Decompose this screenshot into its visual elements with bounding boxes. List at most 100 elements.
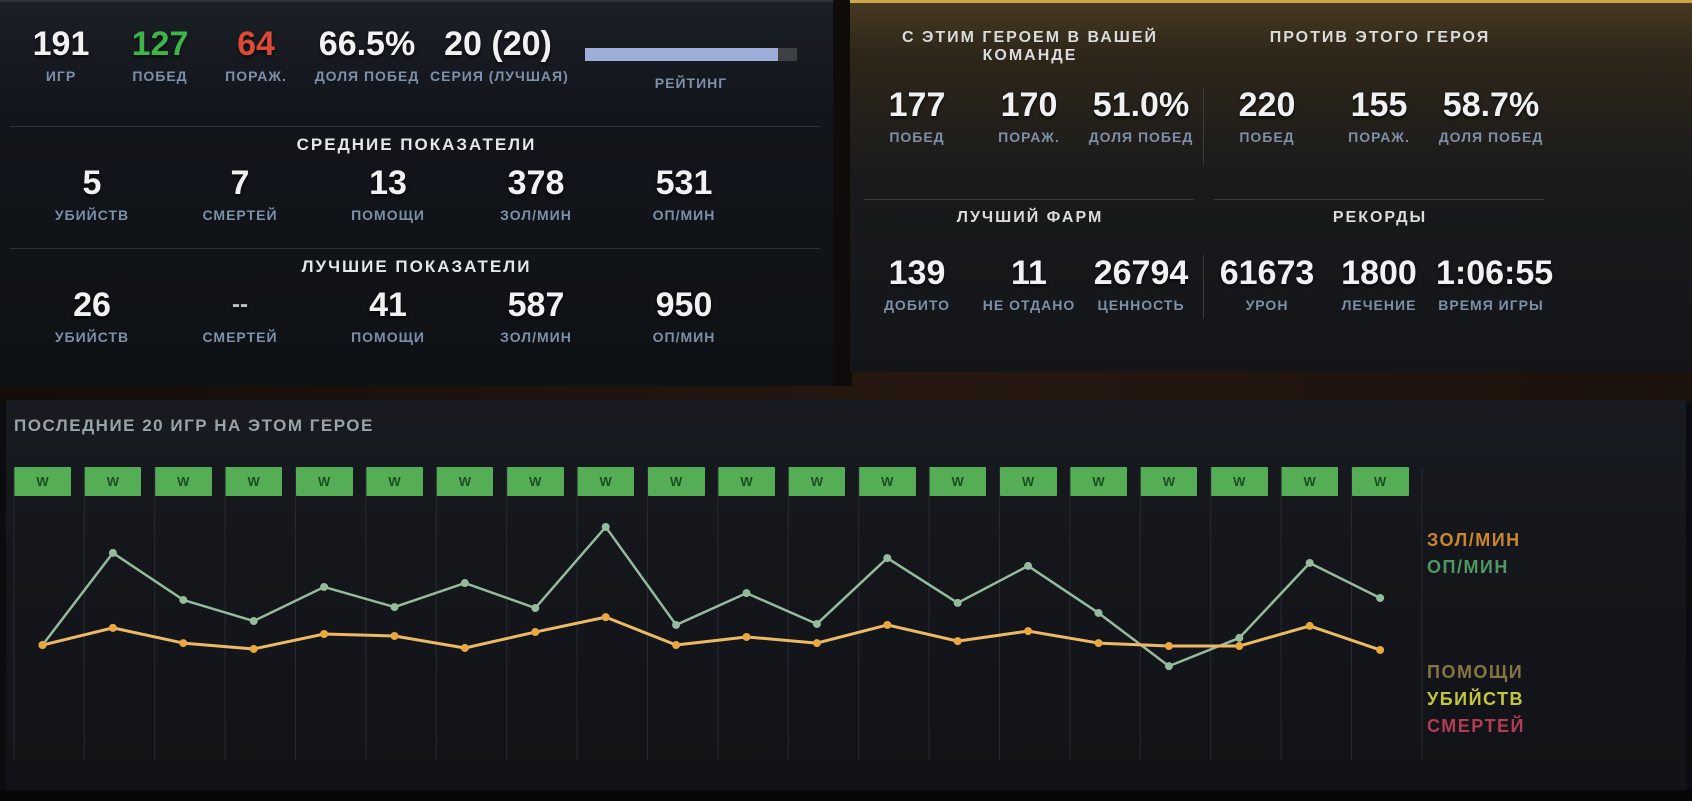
stat-label: ПОРАЖ. [225, 68, 287, 84]
stat-value: 66.5% [318, 25, 416, 63]
game-result-badge[interactable]: W [506, 467, 564, 496]
data-point[interactable] [953, 598, 962, 607]
data-point[interactable] [1164, 642, 1173, 651]
data-point[interactable] [953, 637, 962, 646]
data-point[interactable] [883, 554, 892, 563]
data-point[interactable] [601, 522, 610, 531]
stat-value: 26 [73, 286, 111, 324]
stat-label: ОП/МИН [652, 207, 716, 223]
legend-label: СМЕРТЕЙ [1427, 716, 1525, 736]
game-result-badge[interactable]: W [14, 467, 71, 496]
stat-games: 191 ИГР [18, 26, 104, 84]
divider [864, 199, 1194, 200]
stat-value: 58.7% [1442, 86, 1540, 124]
game-result-badge[interactable]: W [436, 467, 494, 496]
game-result-badge[interactable]: W [718, 467, 775, 496]
data-point[interactable] [1235, 642, 1244, 651]
game-result-badge[interactable]: W [1281, 467, 1339, 496]
data-point[interactable] [812, 639, 821, 648]
stat-label: ДОЛЯ ПОБЕД [314, 68, 420, 84]
best-farm-title: ЛУЧШИЙ ФАРМ [956, 209, 1104, 226]
game-result-badge[interactable]: W [1210, 467, 1268, 496]
data-point[interactable] [812, 619, 821, 628]
data-point[interactable] [390, 603, 399, 612]
stat-value: 13 [369, 164, 407, 202]
data-point[interactable] [601, 613, 610, 622]
game-result-badge[interactable]: W [295, 467, 353, 496]
data-point[interactable] [1235, 633, 1244, 642]
data-point[interactable] [179, 639, 188, 648]
series-line-xp [41, 525, 1381, 668]
data-point[interactable] [531, 628, 540, 637]
game-result-badge[interactable]: W [154, 467, 212, 496]
data-point[interactable] [108, 623, 117, 632]
data-point[interactable] [531, 604, 540, 613]
data-point[interactable] [1376, 594, 1385, 602]
data-point[interactable] [883, 620, 892, 629]
stat-winrate: 66.5% ДОЛЯ ПОБЕД [306, 26, 428, 84]
data-point[interactable] [742, 589, 751, 598]
best-stat: -- СМЕРТЕЙ [166, 287, 314, 345]
stat-value: 531 [655, 164, 713, 202]
data-point[interactable] [249, 644, 258, 653]
data-point[interactable] [460, 579, 469, 588]
stat-value: 64 [237, 25, 275, 63]
game-result-badge[interactable]: W [858, 467, 916, 496]
game-result-badge[interactable]: W [577, 467, 635, 496]
divider [1214, 199, 1544, 200]
farm-stat: 11 НЕ ОТДАНО [974, 255, 1084, 313]
data-point[interactable] [1094, 608, 1103, 617]
data-point[interactable] [1164, 662, 1173, 671]
game-result-badge[interactable]: W [366, 467, 423, 496]
game-result-badge[interactable]: W [788, 467, 846, 496]
with-hero-stat: 170 ПОРАЖ. [974, 87, 1084, 145]
records-title: РЕКОРДЫ [1332, 209, 1428, 226]
data-point[interactable] [1024, 627, 1033, 636]
game-result-badge[interactable]: W [647, 467, 705, 496]
game-result-badge[interactable]: W [1351, 467, 1409, 496]
divider [10, 126, 820, 127]
data-point[interactable] [179, 595, 188, 604]
data-point[interactable] [1305, 621, 1314, 630]
matchup-panel: С ЭТИМ ГЕРОЕМ В ВАШЕЙ КОМАНДЕ ПРОТИВ ЭТО… [850, 0, 1692, 372]
game-result-badge[interactable]: W [929, 467, 987, 496]
stat-value: 950 [655, 286, 713, 324]
stat-label: ПОБЕД [889, 129, 945, 145]
best-stat: 587 ЗОЛ/МИН [462, 287, 610, 345]
section-title-averages: СРЕДНИЕ ПОКАЗАТЕЛИ [296, 135, 537, 154]
against-hero-stat: 155 ПОРАЖ. [1324, 87, 1434, 145]
bottom-edge [0, 790, 1692, 801]
data-point[interactable] [108, 548, 117, 557]
data-point[interactable] [1305, 558, 1314, 567]
data-point[interactable] [672, 620, 681, 629]
game-result-badge[interactable]: W [225, 467, 283, 496]
data-point[interactable] [320, 582, 329, 591]
avg-stat: 7 СМЕРТЕЙ [166, 165, 314, 223]
game-result-badge[interactable]: W [999, 467, 1057, 496]
avg-stat: 531 ОП/МИН [610, 165, 758, 223]
data-point[interactable] [1024, 561, 1033, 570]
data-point[interactable] [672, 641, 681, 650]
hero-rating: РЕЙТИНГ [585, 26, 825, 91]
game-result-badge[interactable]: W [1070, 467, 1127, 496]
legend-label: УБИЙСТВ [1427, 689, 1525, 709]
stat-label: ПОМОЩИ [351, 329, 425, 345]
data-point[interactable] [742, 632, 751, 641]
data-point[interactable] [249, 617, 258, 626]
stat-label: УРОН [1245, 297, 1289, 313]
data-point[interactable] [390, 631, 399, 640]
stat-label: ДОЛЯ ПОБЕД [1438, 129, 1544, 145]
stat-value: 127 [131, 25, 189, 63]
game-result-badge[interactable]: W [1140, 467, 1198, 496]
data-point[interactable] [1376, 645, 1385, 654]
game-result-badge[interactable]: W [84, 467, 142, 496]
stat-label: ИГР [45, 68, 77, 84]
stat-value: 191 [32, 25, 90, 63]
stat-value: 26794 [1093, 254, 1189, 292]
divider [10, 248, 820, 249]
stat-wins: 127 ПОБЕД [112, 26, 208, 84]
data-point[interactable] [460, 643, 469, 652]
data-point[interactable] [38, 641, 47, 650]
data-point[interactable] [320, 630, 329, 639]
data-point[interactable] [1094, 639, 1103, 648]
